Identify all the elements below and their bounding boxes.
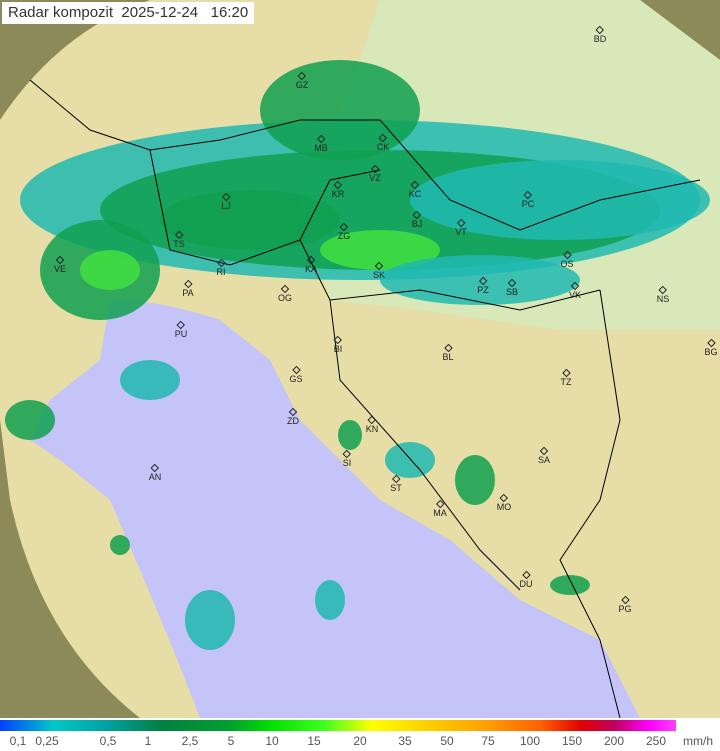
rain-echo — [455, 455, 495, 505]
legend-value: 1 — [144, 734, 152, 748]
rain-echo — [120, 360, 180, 400]
city-label: VK — [568, 290, 582, 300]
city-label: MA — [433, 508, 447, 518]
legend-value: 150 — [561, 734, 583, 748]
city-label: GZ — [295, 80, 309, 90]
rain-echo — [5, 400, 55, 440]
city-label: DU — [519, 579, 533, 589]
city-label: KA — [304, 264, 318, 274]
legend-value: 15 — [307, 734, 321, 748]
city-label: SA — [537, 455, 551, 465]
city-label: BD — [593, 34, 607, 44]
city-label: OG — [277, 293, 293, 303]
rain-echo — [260, 60, 420, 160]
legend-value: 35 — [398, 734, 412, 748]
city-label: MO — [496, 502, 512, 512]
city-label: ST — [390, 483, 402, 493]
city-label: OS — [560, 259, 574, 269]
legend-value: 0,5 — [99, 734, 117, 748]
map-date: 2025-12-24 — [121, 4, 199, 21]
city-label: PZ — [477, 285, 489, 295]
legend-value: 5 — [227, 734, 235, 748]
sea — [30, 300, 640, 718]
city-label: PG — [618, 604, 632, 614]
city-label: GS — [289, 374, 303, 384]
city-label: BG — [704, 347, 718, 357]
legend-value: 0,25 — [35, 734, 59, 748]
legend-value: 50 — [440, 734, 454, 748]
city-label: AN — [148, 472, 162, 482]
city-label: SI — [342, 458, 352, 468]
city-label: BL — [442, 352, 454, 362]
map-title: Radar kompozit 2025-12-24 16:20 — [2, 2, 255, 24]
legend-labels: 0,1 0,25 0,5 1 2,5 5 10 15 20 35 50 75 100 150 200 250 m… — [0, 734, 720, 750]
city-label: BI — [333, 344, 343, 354]
city-label: TZ — [560, 377, 572, 387]
city-label: SB — [505, 287, 519, 297]
rain-echo — [338, 420, 362, 450]
city-label: LJ — [221, 201, 231, 211]
legend-value: 100 — [519, 734, 541, 748]
product-name: Radar kompozit — [8, 4, 114, 21]
precipitation-color-scale — [0, 720, 676, 731]
radar-map — [0, 0, 720, 718]
map-time: 16:20 — [210, 4, 249, 21]
rain-echo — [550, 575, 590, 595]
legend-value: 0,1 — [9, 734, 27, 748]
city-label: ZD — [287, 416, 299, 426]
city-label: SK — [372, 270, 386, 280]
city-label: PA — [182, 288, 194, 298]
city-label: KR — [331, 189, 345, 199]
rain-echo — [385, 442, 435, 478]
city-label: NS — [656, 294, 670, 304]
legend-value: 20 — [353, 734, 367, 748]
city-label: MB — [314, 143, 328, 153]
city-label: KN — [365, 424, 379, 434]
city-label: PU — [174, 329, 188, 339]
legend-unit: mm/h — [683, 734, 713, 748]
city-label: VE — [53, 264, 67, 274]
legend-value: 2,5 — [181, 734, 199, 748]
rain-echo — [410, 160, 710, 240]
legend-value: 250 — [645, 734, 667, 748]
rain-echo — [185, 590, 235, 650]
city-label: KC — [408, 189, 422, 199]
rain-echo — [80, 250, 140, 290]
city-label: ZG — [337, 231, 351, 241]
rain-echo — [110, 535, 130, 555]
rain-echo — [315, 580, 345, 620]
city-label: VT — [455, 227, 467, 237]
city-label: RI — [216, 267, 226, 277]
city-label: BJ — [411, 219, 423, 229]
city-label: PC — [521, 199, 535, 209]
city-label: TS — [173, 239, 185, 249]
legend-value: 10 — [265, 734, 279, 748]
border-lines — [29, 79, 701, 718]
city-label: CK — [376, 142, 390, 152]
legend-value: 200 — [603, 734, 625, 748]
city-label: VZ — [369, 173, 381, 183]
rain-echo — [160, 190, 340, 250]
legend-value: 75 — [481, 734, 495, 748]
